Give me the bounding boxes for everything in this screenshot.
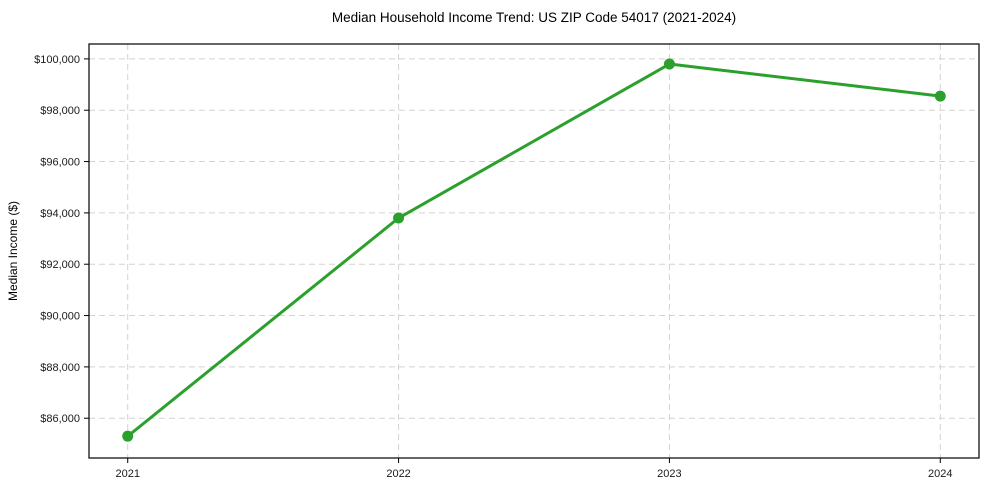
y-tick-label: $92,000 [40, 259, 80, 271]
data-point [934, 90, 946, 102]
data-point [393, 212, 405, 224]
y-tick-label: $100,000 [34, 54, 80, 66]
x-tick-label: 2022 [386, 468, 410, 480]
y-tick-label: $98,000 [40, 105, 80, 117]
trend-line [126, 62, 942, 438]
y-tick-label: $90,000 [40, 311, 80, 323]
y-tick-label: $86,000 [40, 413, 80, 425]
x-tick-label: 2024 [928, 468, 952, 480]
y-tick-label: $88,000 [40, 362, 80, 374]
plot-area: $86,000 $88,000 $90,000 $92,000 $94,000 $96,0… [34, 43, 980, 480]
x-tick-label: 2021 [115, 468, 139, 480]
y-tick-label: $96,000 [40, 157, 80, 169]
chart-title: Median Household Income Trend: US ZIP Co… [332, 10, 736, 25]
data-point [663, 58, 675, 70]
y-axis-label: Median Income ($) [6, 201, 20, 301]
y-tick-label: $94,000 [40, 208, 80, 220]
data-point [122, 430, 134, 442]
x-tick-label: 2023 [657, 468, 681, 480]
plot-border [88, 43, 980, 459]
